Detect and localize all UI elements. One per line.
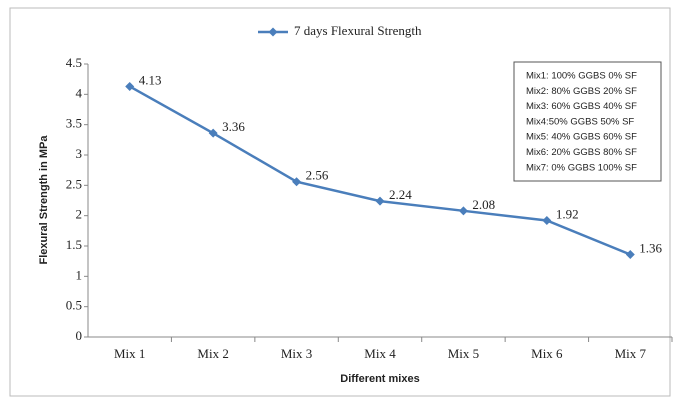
point-marker (458, 206, 468, 216)
x-tick-label: Mix 7 (615, 346, 647, 361)
annotation-text: Mix1: 100% GGBS 0% SF (526, 71, 637, 82)
x-tick-label: Mix 5 (448, 346, 479, 361)
point-marker (542, 216, 552, 226)
x-tick-label: Mix 2 (197, 346, 228, 361)
point-marker (292, 177, 302, 187)
data-label: 3.36 (222, 119, 245, 134)
annotation-text: Mix5: 40% GGBS 60% SF (526, 132, 637, 143)
y-tick-label: 0 (76, 328, 83, 343)
y-axis-title: Flexural Strength in MPa (38, 135, 50, 265)
x-tick-label: Mix 1 (114, 346, 145, 361)
y-tick-label: 3 (76, 146, 83, 161)
y-tick-label: 1.5 (66, 237, 82, 252)
point-marker (208, 128, 218, 138)
legend-marker (268, 27, 278, 37)
data-label: 2.24 (389, 187, 412, 202)
y-tick-label: 0.5 (66, 298, 82, 313)
point-marker (375, 196, 385, 206)
y-tick-label: 4 (76, 85, 83, 100)
annotation-text: Mix4:50% GGBS 50% SF (526, 116, 634, 127)
data-label: 1.92 (556, 207, 579, 222)
point-marker (125, 81, 135, 91)
y-tick-label: 2 (76, 207, 83, 222)
point-marker (625, 249, 635, 259)
annotation-text: Mix6: 20% GGBS 80% SF (526, 147, 637, 158)
annotation-box (513, 61, 662, 182)
annotation-text: Mix2: 80% GGBS 20% SF (526, 86, 637, 97)
annotation-text: Mix7: 0% GGBS 100% SF (526, 162, 637, 173)
data-label: 2.08 (472, 197, 495, 212)
legend-label: 7 days Flexural Strength (294, 23, 422, 38)
y-tick-label: 3.5 (66, 116, 82, 131)
data-label: 1.36 (639, 240, 662, 255)
annotation-text: Mix3: 60% GGBS 40% SF (526, 101, 637, 112)
x-tick-label: Mix 3 (281, 346, 312, 361)
y-tick-label: 1 (76, 267, 83, 282)
data-label: 2.56 (306, 168, 329, 183)
x-axis-title: Different mixes (340, 373, 419, 385)
x-tick-label: Mix 6 (531, 346, 563, 361)
y-tick-label: 2.5 (66, 176, 82, 191)
data-label: 4.13 (139, 72, 162, 87)
y-tick-label: 4.5 (66, 55, 82, 70)
x-tick-label: Mix 4 (364, 346, 396, 361)
